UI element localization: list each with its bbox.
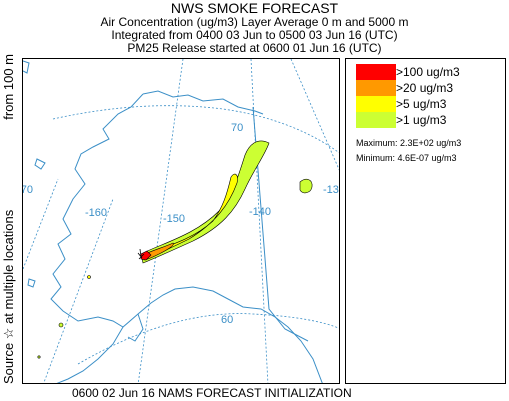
source-star-icon [137,248,145,260]
lon-label: -130 [323,184,340,196]
map-svg: -170 -160 -150 -140 -130 70 60 [23,59,340,383]
legend-swatch-20 [356,80,396,96]
lon-label: -150 [163,213,185,225]
alaska-west-coast [50,93,323,383]
lon-label: -140 [249,206,271,218]
concentration-subtitle: Air Concentration (ug/m3) Layer Average … [100,15,409,29]
legend-swatch-5 [356,96,396,112]
legend-label-20: >20 ug/m3 [396,81,454,95]
smoke-plume [37,140,313,359]
kodiak-coast [127,313,144,342]
legend-maximum: Maximum: 2.3E+02 ug/m3 [356,138,462,148]
legend-label-1: >1 ug/m3 [396,113,447,127]
graticule [23,59,339,383]
plume-mid-5ug [142,173,238,260]
plume-outer-1ug [140,140,270,264]
lat-line-70 [52,105,339,154]
st-lawrence-island [34,158,46,170]
legend-label-5: >5 ug/m3 [396,97,447,111]
lat-label: 70 [231,122,243,134]
arctic-coast [142,90,264,115]
map-panel: -170 -160 -150 -140 -130 70 60 [22,58,340,384]
plume-core-100ug [140,250,152,261]
nunivak-island [27,278,36,288]
lon-line-170 [23,178,59,270]
lon-line-140 [250,59,269,383]
lon-line-150 [137,59,184,383]
legend-swatch-1 [356,112,396,128]
legend-label-100: >100 ug/m3 [396,65,460,79]
forecast-initialization: 0600 02 Jun 16 NAMS FORECAST INITIALIZAT… [72,386,352,400]
lat-label: 60 [221,314,233,326]
integration-period: Integrated from 0400 03 Jun to 0500 03 J… [111,28,398,42]
lon-line-130 [290,59,339,171]
border-line [252,106,309,342]
lat-line-60 [77,313,339,365]
alaska-peninsula [56,326,124,383]
legend-minimum: Minimum: 4.6E-07 ug/m3 [356,153,457,163]
legend-swatch-100 [356,64,396,80]
plume-detached-patch [299,178,313,194]
lon-label: -160 [85,207,107,219]
plume-speck [37,355,41,359]
plume-speck [58,322,64,328]
forecast-title: NWS SMOKE FORECAST [170,0,339,16]
us-canada-border [252,106,309,342]
source-locations-label: Source ☆ at multiple locations [1,209,16,384]
plume-speck [87,275,91,279]
coastlines [23,60,323,383]
lon-line-160 [43,198,114,383]
source-height-label: from 100 m [1,54,16,120]
lon-label: -170 [23,184,33,196]
legend-panel: >100 ug/m3 >20 ug/m3 >5 ug/m3 >1 ug/m3 M… [345,58,506,384]
map-labels: -170 -160 -150 -140 -130 70 60 [23,122,340,326]
release-start: PM25 Release started at 0600 01 Jun 16 (… [127,41,382,55]
siberia-coast [23,60,30,74]
